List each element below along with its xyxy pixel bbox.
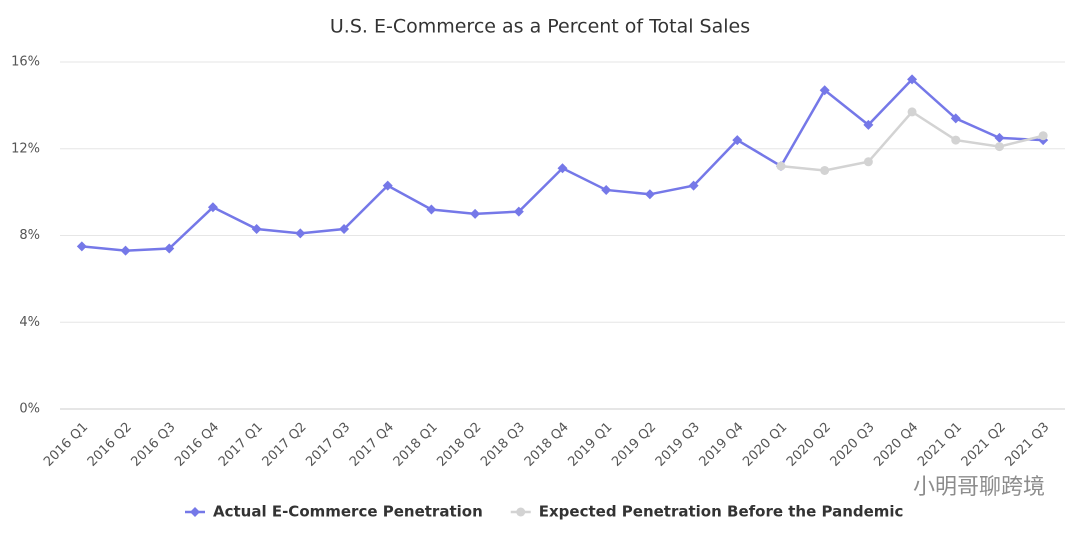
x-tick-label: 2016 Q1 <box>41 420 91 470</box>
point <box>1038 131 1048 141</box>
series-line <box>780 110 1044 172</box>
x-tick-label: 2017 Q2 <box>260 420 310 470</box>
point <box>470 208 481 219</box>
y-tick-label: 0% <box>19 402 40 417</box>
point <box>207 202 218 213</box>
x-tick-label: 2016 Q2 <box>85 420 135 470</box>
chart-title: U.S. E-Commerce as a Percent of Total Sa… <box>330 16 750 38</box>
y-tick-label: 8% <box>19 228 40 243</box>
point <box>513 206 524 217</box>
x-tick-label: 2021 Q3 <box>1002 420 1052 470</box>
point <box>164 243 175 254</box>
point <box>732 135 743 146</box>
x-tick-label: 2016 Q3 <box>129 420 179 470</box>
y-tick-label: 12% <box>11 141 40 156</box>
point <box>339 223 350 234</box>
point <box>120 245 131 256</box>
point <box>688 180 699 191</box>
point <box>557 163 568 174</box>
point <box>190 507 200 517</box>
x-tick-label: 2018 Q4 <box>522 420 572 470</box>
x-tick-label: 2019 Q3 <box>653 420 703 470</box>
watermark: 小明哥聊跨境 <box>913 475 1045 500</box>
point <box>76 241 87 252</box>
x-tick-label: 2018 Q3 <box>478 420 528 470</box>
point <box>994 132 1005 143</box>
x-tick-label: 2020 Q1 <box>740 420 790 470</box>
point <box>820 165 830 175</box>
point <box>819 85 830 96</box>
point <box>776 161 786 171</box>
point <box>516 507 526 517</box>
y-tick-label: 16% <box>11 55 40 70</box>
legend-label: Expected Penetration Before the Pandemic <box>539 503 904 521</box>
point <box>907 74 918 85</box>
point <box>907 107 917 117</box>
point <box>951 135 961 145</box>
point <box>601 184 612 195</box>
point <box>295 228 306 239</box>
x-tick-label: 2021 Q1 <box>915 420 965 470</box>
x-tick-label: 2018 Q1 <box>391 420 441 470</box>
point <box>994 142 1004 152</box>
x-tick-label: 2019 Q2 <box>609 420 659 470</box>
point <box>863 119 874 130</box>
x-tick-label: 2020 Q3 <box>828 420 878 470</box>
legend-label: Actual E-Commerce Penetration <box>213 503 483 521</box>
x-tick-label: 2018 Q2 <box>434 420 484 470</box>
point <box>382 180 393 191</box>
x-tick-label: 2017 Q4 <box>347 420 397 470</box>
point <box>950 113 961 124</box>
x-tick-label: 2019 Q1 <box>565 420 615 470</box>
point <box>863 157 873 167</box>
point <box>426 204 437 215</box>
y-tick-label: 4% <box>19 315 40 330</box>
x-tick-label: 2021 Q2 <box>959 420 1009 470</box>
point <box>251 223 262 234</box>
x-tick-label: 2020 Q2 <box>784 420 834 470</box>
point <box>644 189 655 200</box>
x-tick-label: 2020 Q4 <box>871 420 921 470</box>
x-tick-label: 2019 Q4 <box>697 420 747 470</box>
x-tick-label: 2016 Q4 <box>172 420 222 470</box>
x-tick-label: 2017 Q3 <box>303 420 353 470</box>
x-tick-label: 2017 Q1 <box>216 420 266 470</box>
